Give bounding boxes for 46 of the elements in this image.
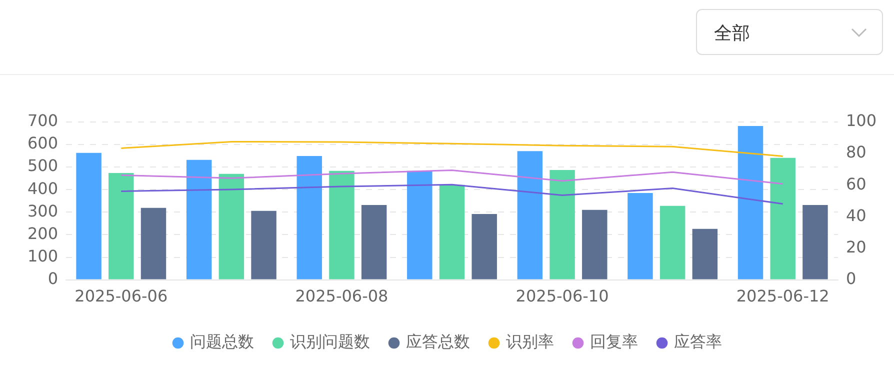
bar: [692, 228, 718, 280]
x-tick-label: 2025-06-08: [295, 286, 388, 306]
y-tick-label: 100: [27, 246, 58, 266]
y-tick-label: 200: [27, 224, 58, 243]
y2-tick-label: 40: [846, 206, 866, 225]
y-tick-label: 600: [27, 134, 58, 153]
bar: [802, 204, 828, 280]
bar: [472, 214, 497, 280]
bar: [582, 210, 608, 280]
legend-label: 识别率: [506, 332, 554, 352]
y2-tick-label: 80: [846, 142, 866, 162]
legend-label: 回复率: [590, 332, 638, 352]
legend-label: 问题总数: [190, 332, 254, 352]
bar: [628, 193, 653, 280]
bar: [186, 160, 212, 280]
y2-tick-label: 100: [846, 111, 877, 130]
bar: [550, 170, 575, 280]
bar: [439, 184, 465, 280]
x-tick-label: 2025-06-12: [736, 286, 830, 306]
bar: [218, 174, 244, 280]
y2-tick-label: 20: [846, 237, 866, 256]
x-tick-label: 2025-06-10: [516, 286, 609, 306]
bar: [770, 158, 796, 280]
bar: [296, 156, 322, 280]
dropdown-field: 全部: [696, 9, 883, 55]
bar: [108, 172, 134, 280]
y-tick-label: 0: [48, 268, 58, 288]
legend-label: 应答总数: [406, 332, 470, 352]
bar: [76, 152, 102, 280]
bar: [140, 208, 166, 280]
y2-tick-label: 60: [846, 174, 866, 194]
bar: [517, 151, 543, 280]
y-tick-label: 400: [27, 178, 58, 198]
bar: [361, 204, 387, 280]
x-tick-label: 2025-06-06: [74, 286, 168, 306]
legend-label: 识别问题数: [290, 332, 370, 352]
y-tick-label: 500: [27, 156, 58, 176]
bar: [407, 170, 432, 280]
bar: [738, 126, 764, 280]
y-tick-label: 700: [27, 111, 58, 130]
y-tick-label: 300: [27, 201, 58, 220]
legend-label: 应答率: [674, 332, 722, 352]
bar: [660, 206, 686, 280]
bar: [329, 170, 354, 280]
bar: [251, 210, 276, 280]
y2-tick-label: 0: [846, 268, 856, 288]
